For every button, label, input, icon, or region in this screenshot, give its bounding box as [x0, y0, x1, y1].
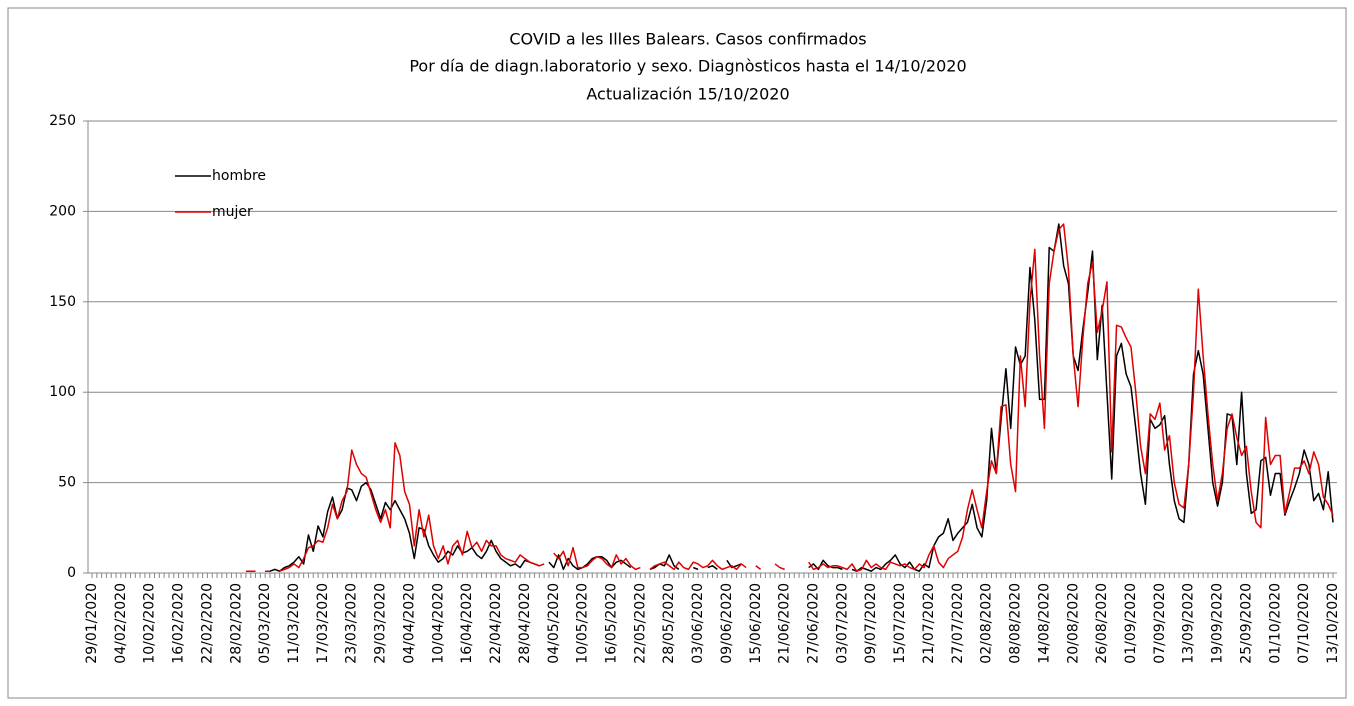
- x-tick-label: 22/04/2020: [488, 583, 504, 664]
- y-tick-label: 200: [49, 203, 76, 219]
- x-tick-label: 16/05/2020: [603, 583, 619, 664]
- x-tick-label: 10/02/2020: [142, 583, 158, 664]
- x-tick-label: 16/04/2020: [459, 583, 475, 664]
- x-tick-label: 28/05/2020: [661, 583, 677, 664]
- x-tick-label: 03/07/2020: [834, 583, 850, 664]
- x-tick-label: 29/03/2020: [373, 583, 389, 664]
- x-tick-label: 14/08/2020: [1036, 583, 1052, 664]
- x-tick-label: 07/09/2020: [1152, 583, 1168, 664]
- x-tick-label: 04/02/2020: [113, 583, 129, 664]
- x-tick-label: 20/08/2020: [1065, 583, 1081, 664]
- x-tick-label: 25/09/2020: [1238, 583, 1254, 664]
- y-tick-label: 250: [49, 113, 76, 129]
- x-tick-label: 19/09/2020: [1210, 583, 1226, 664]
- x-tick-label: 07/10/2020: [1296, 583, 1312, 664]
- x-tick-label: 23/03/2020: [344, 583, 360, 664]
- y-tick-label: 150: [49, 294, 76, 310]
- y-tick-label: 100: [49, 384, 76, 400]
- x-tick-label: 09/06/2020: [719, 583, 735, 664]
- x-tick-label: 22/02/2020: [199, 583, 215, 664]
- series-line: [245, 223, 1334, 572]
- x-tick-label: 10/05/2020: [575, 583, 591, 664]
- y-tick-label: 0: [67, 565, 76, 581]
- x-tick-label: 11/03/2020: [286, 583, 302, 664]
- x-tick-label: 01/10/2020: [1267, 583, 1283, 664]
- x-tick-label: 01/09/2020: [1123, 583, 1139, 664]
- x-tick-label: 21/07/2020: [921, 583, 937, 664]
- x-tick-label: 16/02/2020: [171, 583, 187, 664]
- x-tick-label: 13/10/2020: [1325, 583, 1341, 664]
- x-tick-label: 04/04/2020: [401, 583, 417, 664]
- x-tick-label: 13/09/2020: [1181, 583, 1197, 664]
- legend-label: hombre: [212, 168, 266, 184]
- x-tick-label: 22/05/2020: [632, 583, 648, 664]
- x-tick-label: 27/06/2020: [806, 583, 822, 664]
- x-tick-label: 15/07/2020: [892, 583, 908, 664]
- x-tick-label: 04/05/2020: [546, 583, 562, 664]
- x-tick-label: 02/08/2020: [979, 583, 995, 664]
- x-tick-label: 09/07/2020: [863, 583, 879, 664]
- x-tick-label: 05/03/2020: [257, 583, 273, 664]
- x-tick-label: 26/08/2020: [1094, 583, 1110, 664]
- x-tick-label: 29/01/2020: [84, 583, 100, 664]
- chart-update: Actualización 15/10/2020: [586, 85, 789, 104]
- x-tick-label: 21/06/2020: [777, 583, 793, 664]
- x-tick-label: 15/06/2020: [748, 583, 764, 664]
- x-tick-label: 27/07/2020: [950, 583, 966, 664]
- legend-label: mujer: [212, 204, 253, 220]
- chart-title: COVID a les Illes Balears. Casos confirm…: [509, 30, 866, 49]
- x-tick-label: 28/02/2020: [228, 583, 244, 664]
- chart-subtitle: Por día de diagn.laboratorio y sexo. Dia…: [409, 57, 966, 76]
- x-tick-label: 28/04/2020: [517, 583, 533, 664]
- x-tick-label: 08/08/2020: [1008, 583, 1024, 664]
- y-tick-label: 50: [58, 475, 76, 491]
- x-tick-label: 17/03/2020: [315, 583, 331, 664]
- x-tick-label: 03/06/2020: [690, 583, 706, 664]
- x-tick-label: 10/04/2020: [430, 583, 446, 664]
